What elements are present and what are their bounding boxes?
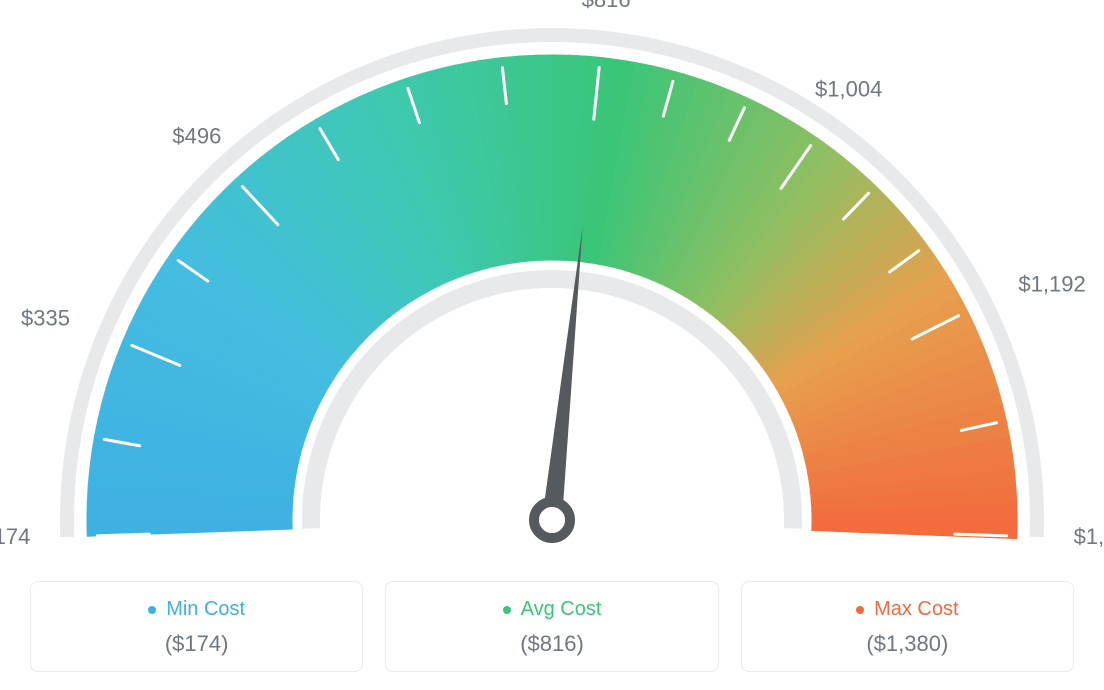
- gauge-tick-label: $335: [21, 306, 70, 331]
- legend-value-min: ($174): [41, 631, 352, 657]
- legend-title-text: Max Cost: [874, 598, 958, 621]
- legend-title-text: Avg Cost: [521, 598, 602, 621]
- legend-value-max: ($1,380): [752, 631, 1063, 657]
- legend-row: Min Cost ($174) Avg Cost ($816) Max Cost ($1,…: [0, 581, 1104, 672]
- legend-card-avg: Avg Cost ($816): [385, 581, 718, 672]
- cost-gauge-chart: $174 $335 $496 $816 $1,004 $1,192 $1,380 Min C…: [0, 0, 1104, 690]
- legend-title-max: Max Cost: [856, 598, 958, 621]
- gauge-tick-major: [97, 534, 149, 536]
- gauge-tick-label: $1,004: [815, 76, 882, 101]
- gauge-tick-label: $496: [172, 123, 221, 148]
- gauge-needle-hub: [534, 502, 570, 538]
- gauge-tick-label: $1,192: [1018, 272, 1085, 297]
- legend-title-text: Min Cost: [166, 598, 245, 621]
- legend-card-min: Min Cost ($174): [30, 581, 363, 672]
- gauge-tick-label: $816: [582, 0, 631, 12]
- gauge-tick-major: [955, 534, 1007, 536]
- legend-value-avg: ($816): [396, 631, 707, 657]
- gauge-tick-label: $174: [0, 524, 30, 549]
- legend-title-min: Min Cost: [148, 598, 245, 621]
- gauge-svg: $174 $335 $496 $816 $1,004 $1,192 $1,380: [0, 0, 1104, 570]
- gauge-tick-label: $1,380: [1074, 524, 1104, 549]
- legend-card-max: Max Cost ($1,380): [741, 581, 1074, 672]
- legend-dot-icon: [856, 606, 864, 614]
- gauge-area: $174 $335 $496 $816 $1,004 $1,192 $1,380: [0, 0, 1104, 570]
- legend-dot-icon: [148, 606, 156, 614]
- legend-title-avg: Avg Cost: [503, 598, 602, 621]
- legend-dot-icon: [503, 606, 511, 614]
